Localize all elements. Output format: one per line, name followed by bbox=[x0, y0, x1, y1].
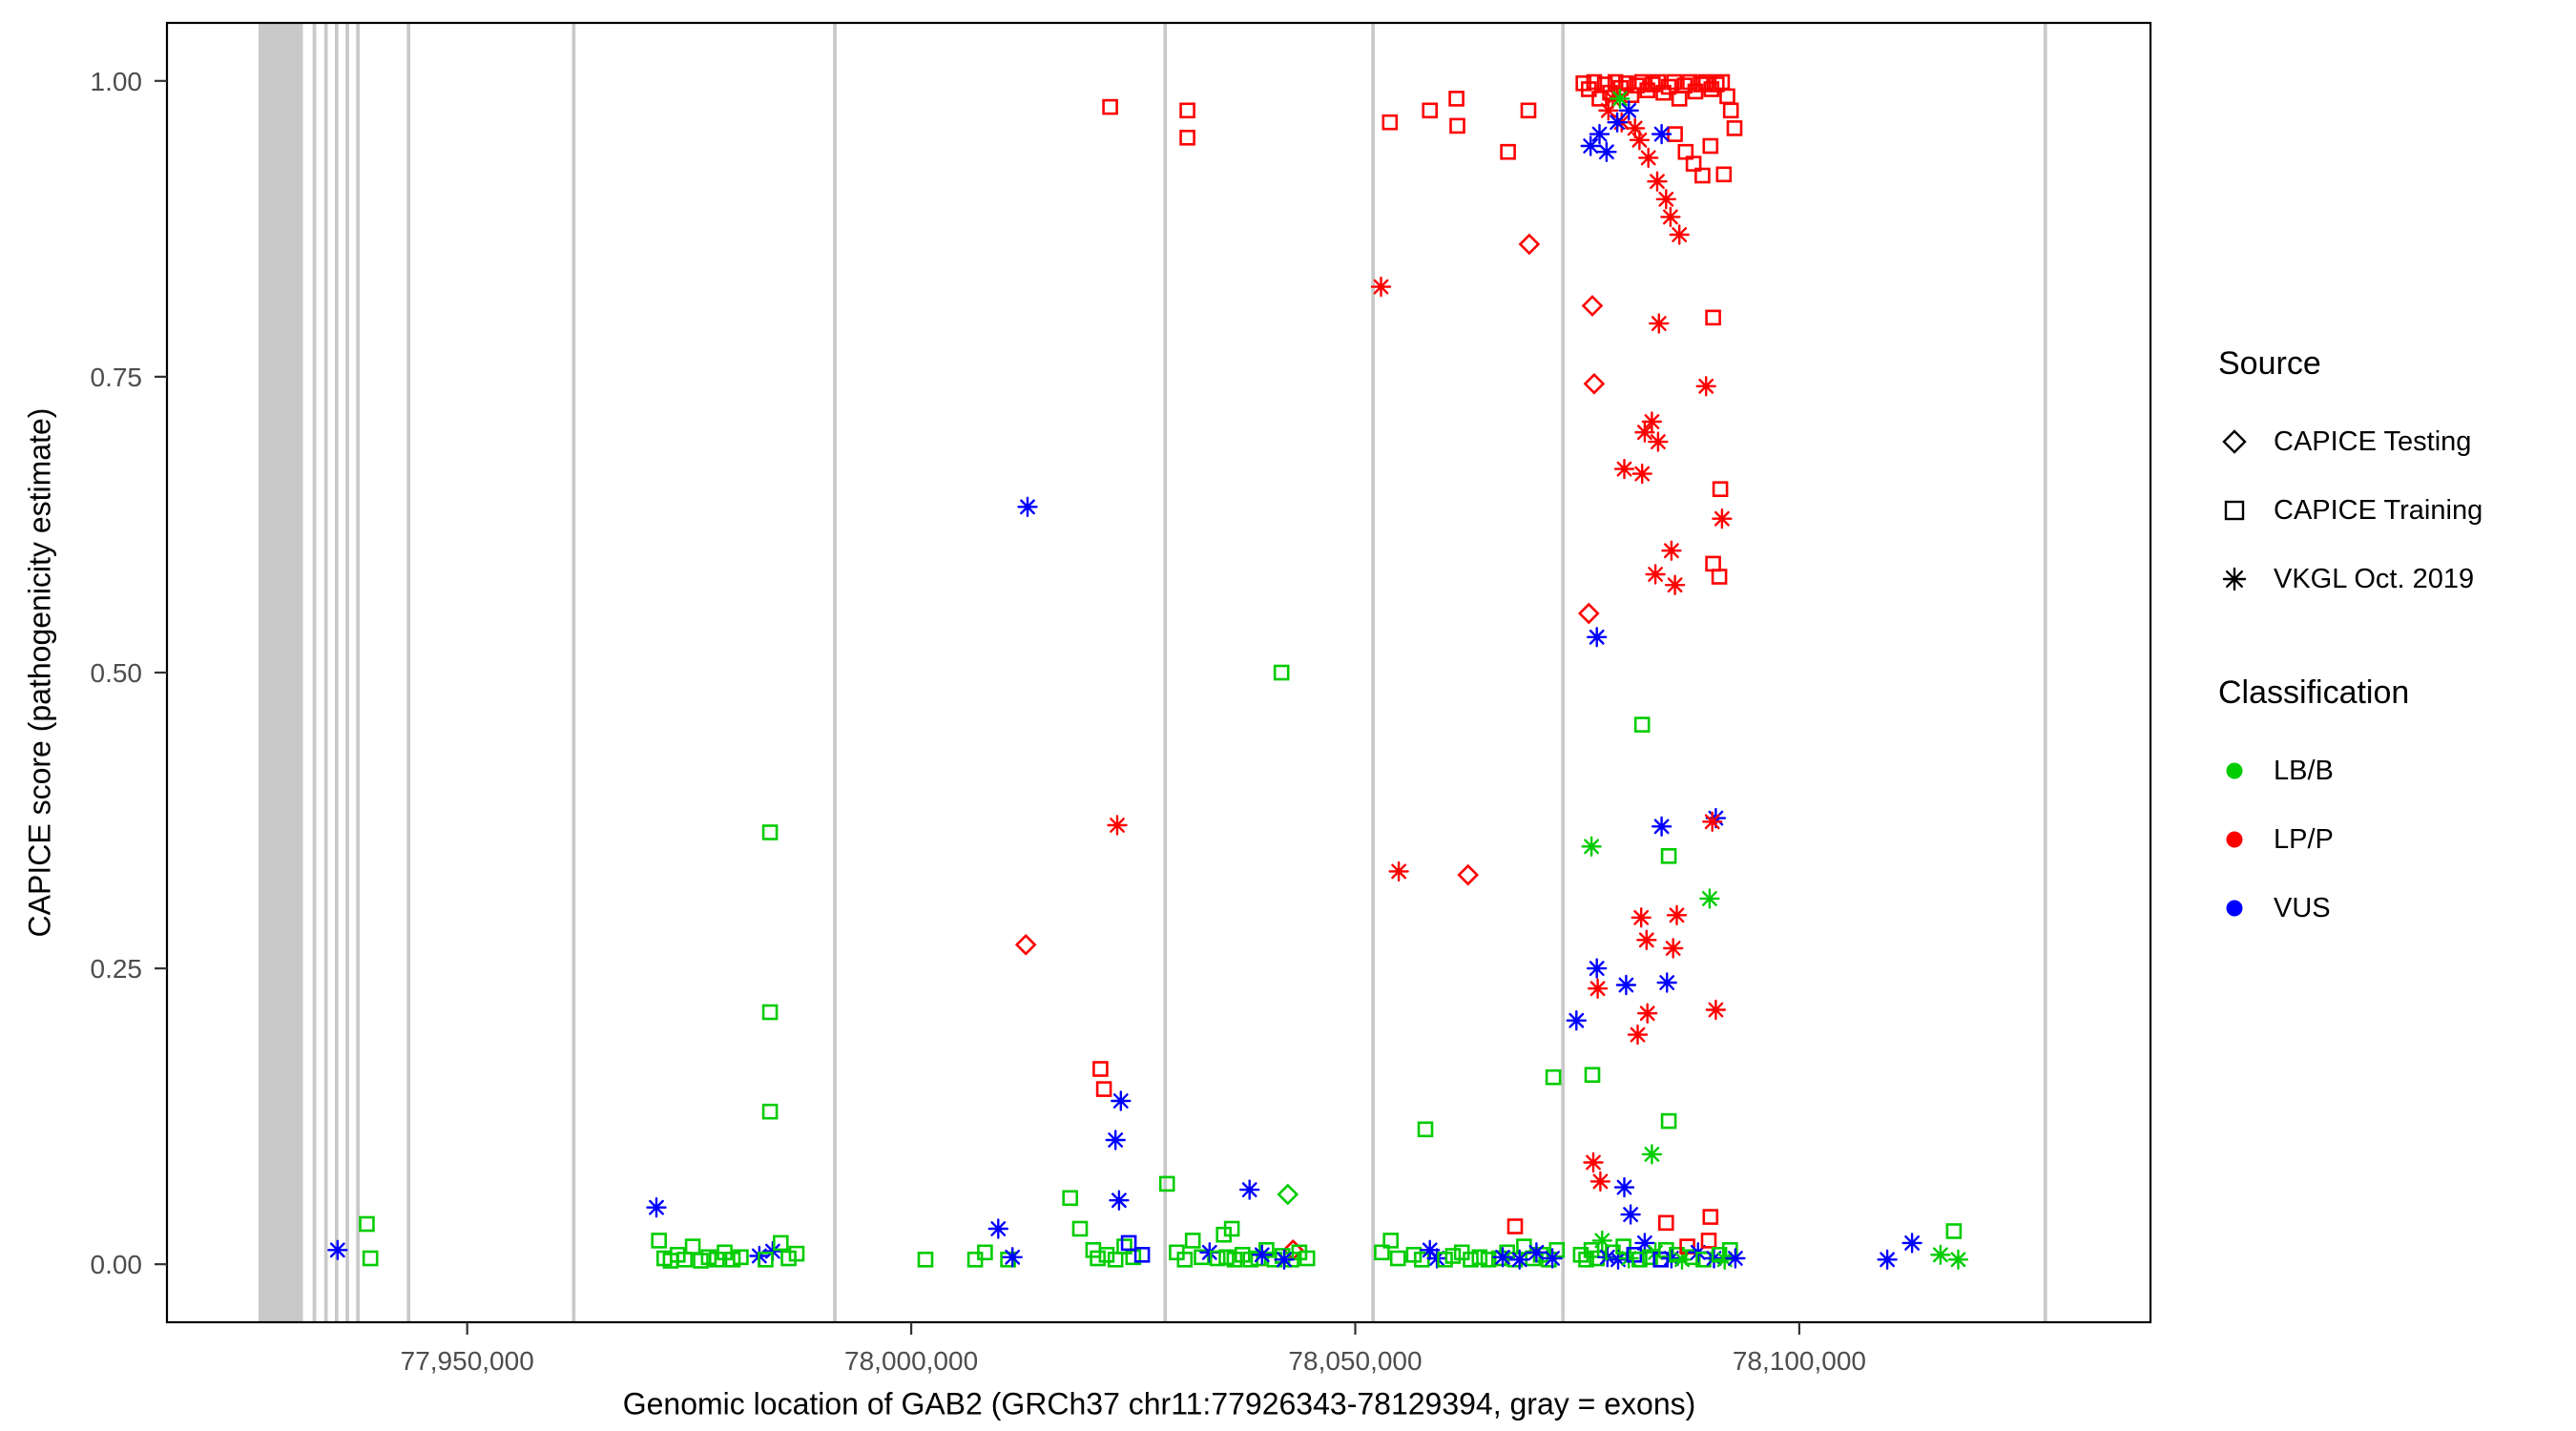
legend-section-classification: Classification LB/B LP/P VUS bbox=[2218, 674, 2562, 943]
asterisk-marker-icon bbox=[2218, 563, 2251, 595]
legend-classification-title: Classification bbox=[2218, 674, 2410, 711]
legend-item-label: VUS bbox=[2274, 892, 2331, 923]
y-axis-title: CAPICE score (pathogenicity estimate) bbox=[22, 407, 57, 938]
square-marker-icon bbox=[2218, 494, 2251, 527]
legend-item-label: VKGL Oct. 2019 bbox=[2274, 563, 2475, 594]
legend-item-capice-testing: CAPICE Testing bbox=[2218, 407, 2562, 476]
legend-item-lpp: LP/P bbox=[2218, 805, 2562, 874]
svg-text:78,000,000: 78,000,000 bbox=[844, 1346, 978, 1376]
svg-text:78,100,000: 78,100,000 bbox=[1733, 1346, 1866, 1376]
legend-item-label: LP/P bbox=[2274, 823, 2334, 855]
legend-item-capice-training: CAPICE Training bbox=[2218, 476, 2562, 545]
svg-text:78,050,000: 78,050,000 bbox=[1288, 1346, 1422, 1376]
legend-item-vus: VUS bbox=[2218, 874, 2562, 943]
green-dot-icon bbox=[2218, 755, 2251, 787]
blue-dot-icon bbox=[2218, 892, 2251, 924]
x-axis-title: Genomic location of GAB2 (GRCh37 chr11:7… bbox=[622, 1386, 1696, 1421]
svg-text:0.75: 0.75 bbox=[91, 363, 143, 392]
legend-item-label: CAPICE Training bbox=[2274, 494, 2483, 526]
legend-item-vkgl: VKGL Oct. 2019 bbox=[2218, 545, 2562, 613]
legend-section-source: Source CAPICE Testing CAPICE Training VK… bbox=[2218, 345, 2562, 613]
svg-text:0.25: 0.25 bbox=[91, 954, 143, 984]
legend-item-label: CAPICE Testing bbox=[2274, 425, 2472, 457]
legend-item-lbb: LB/B bbox=[2218, 736, 2562, 805]
legend: Source CAPICE Testing CAPICE Training VK… bbox=[2218, 345, 2562, 943]
diamond-marker-icon bbox=[2218, 425, 2251, 458]
svg-text:1.00: 1.00 bbox=[91, 67, 143, 96]
svg-text:77,950,000: 77,950,000 bbox=[401, 1346, 534, 1376]
svg-text:0.50: 0.50 bbox=[91, 658, 143, 688]
svg-text:0.00: 0.00 bbox=[91, 1250, 143, 1279]
red-dot-icon bbox=[2218, 823, 2251, 856]
legend-item-label: LB/B bbox=[2274, 755, 2334, 786]
legend-source-title: Source bbox=[2218, 345, 2321, 382]
